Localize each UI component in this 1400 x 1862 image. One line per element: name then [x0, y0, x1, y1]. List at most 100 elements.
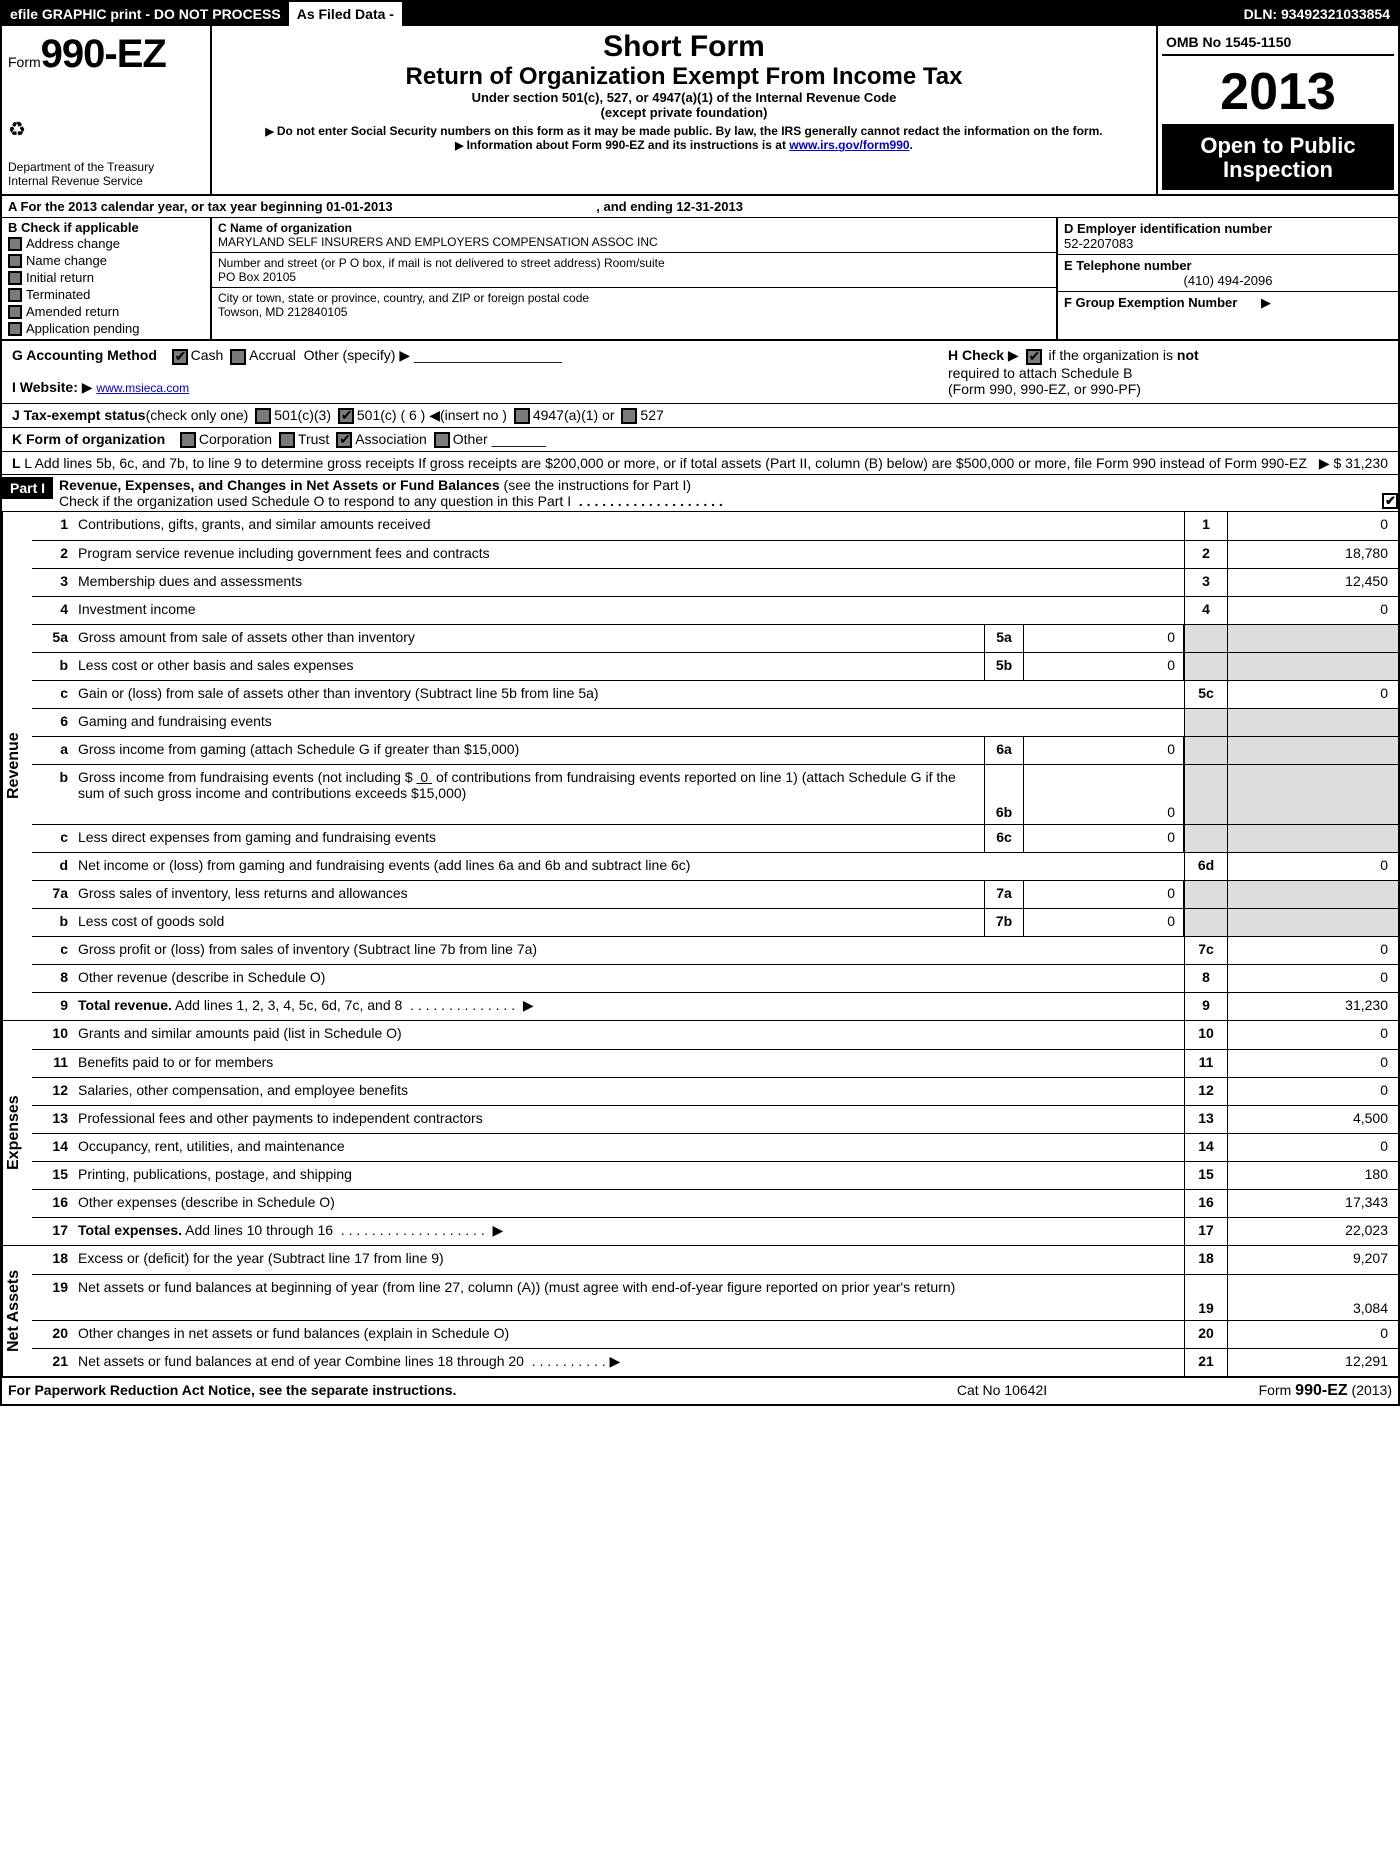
lbl-terminated: Terminated: [26, 287, 90, 302]
lbl-name-change: Name change: [26, 253, 107, 268]
c-label: C Name of organization: [218, 221, 1050, 235]
street-value: PO Box 20105: [218, 270, 1050, 284]
chk-501c[interactable]: [338, 408, 354, 424]
lbl-501c: 501(c) ( 6 ): [357, 407, 425, 423]
chk-terminated[interactable]: [8, 288, 22, 302]
header-left: Form990-EZ ♻ Department of the Treasury …: [2, 26, 212, 194]
return-title: Return of Organization Exempt From Incom…: [222, 64, 1146, 90]
chk-name-change[interactable]: [8, 254, 22, 268]
line-l: L L Add lines 5b, 6c, and 7b, to line 9 …: [2, 452, 1398, 474]
form-page: efile GRAPHIC print - DO NOT PROCESS As …: [0, 0, 1400, 1406]
chk-application-pending[interactable]: [8, 322, 22, 336]
phone-value: (410) 494-2096: [1064, 273, 1392, 288]
line-g-h: G Accounting Method Cash Accrual Other (…: [2, 341, 1398, 403]
tax-year: 2013: [1162, 56, 1394, 126]
i-label: I Website:: [12, 379, 78, 395]
lbl-assoc: Association: [355, 431, 427, 447]
chk-h[interactable]: [1026, 349, 1042, 365]
chk-accrual[interactable]: [230, 349, 246, 365]
city-label: City or town, state or province, country…: [218, 291, 1050, 305]
line-g: G Accounting Method Cash Accrual Other (…: [2, 341, 938, 402]
lbl-initial-return: Initial return: [26, 270, 94, 285]
j-label: J Tax-exempt status: [12, 407, 146, 423]
section-a-text: A For the 2013 calendar year, or tax yea…: [8, 199, 393, 214]
lbl-kother: Other: [453, 431, 488, 447]
chk-address-change[interactable]: [8, 237, 22, 251]
as-filed-label: As Filed Data -: [289, 2, 410, 26]
lbl-amended: Amended return: [26, 304, 119, 319]
line-k: K Form of organization Corporation Trust…: [2, 428, 1398, 452]
entity-mid: C Name of organization MARYLAND SELF INS…: [212, 218, 1058, 339]
short-form-title: Short Form: [222, 30, 1146, 64]
lbl-corp: Corporation: [199, 431, 272, 447]
top-bar: efile GRAPHIC print - DO NOT PROCESS As …: [2, 2, 1398, 26]
chk-527[interactable]: [621, 408, 637, 424]
chk-trust[interactable]: [279, 432, 295, 448]
entity-block: B Check if applicable Address change Nam…: [2, 218, 1398, 341]
h-suffix: if the organization is: [1048, 347, 1173, 363]
lbl-accrual: Accrual: [249, 347, 296, 363]
chk-4947[interactable]: [514, 408, 530, 424]
part1-label: Part I: [2, 477, 53, 499]
chk-cash[interactable]: [172, 349, 188, 365]
lbl-501c3: 501(c)(3): [274, 407, 331, 423]
ein-value: 52-2207083: [1064, 236, 1392, 251]
f-label: F Group Exemption Number: [1064, 295, 1237, 310]
irs-link[interactable]: www.irs.gov/form990: [789, 138, 909, 152]
lbl-527: 527: [640, 407, 663, 423]
h-forms: (Form 990, 990-EZ, or 990-PF): [948, 381, 1141, 397]
chk-other[interactable]: [434, 432, 450, 448]
subtitle1: Under section 501(c), 527, or 4947(a)(1)…: [222, 90, 1146, 105]
lbl-application-pending: Application pending: [26, 321, 139, 336]
form-ref: Form 990-EZ (2013): [1152, 1382, 1392, 1400]
chk-assoc[interactable]: [336, 432, 352, 448]
lbl-cash: Cash: [191, 347, 224, 363]
part1-hint: (see the instructions for Part I): [504, 477, 692, 493]
b-title: B Check if applicable: [8, 220, 204, 235]
form-number: 990-EZ: [41, 32, 166, 76]
chk-amended[interactable]: [8, 305, 22, 319]
subtitle2: (except private foundation): [222, 105, 1146, 120]
h-text: H Check: [948, 347, 1004, 363]
g-label: G Accounting Method: [12, 347, 157, 363]
website-link[interactable]: www.msieca.com: [96, 381, 189, 395]
expenses-section: Expenses 10Grants and similar amounts pa…: [2, 1020, 1398, 1245]
footer: For Paperwork Reduction Act Notice, see …: [2, 1376, 1398, 1404]
chk-initial-return[interactable]: [8, 271, 22, 285]
k-label: K Form of organization: [12, 431, 165, 447]
efile-label: efile GRAPHIC print - DO NOT PROCESS: [2, 2, 289, 26]
irs-label: Internal Revenue Service: [8, 174, 204, 188]
street-label: Number and street (or P O box, if mail i…: [218, 256, 1050, 270]
l-text: L Add lines 5b, 6c, and 7b, to line 9 to…: [24, 455, 1307, 471]
entity-right: D Employer identification number 52-2207…: [1058, 218, 1398, 339]
header-right: OMB No 1545-1150 2013 Open to Public Ins…: [1158, 26, 1398, 194]
e-label: E Telephone number: [1064, 258, 1392, 273]
arrow-icon: [265, 124, 276, 138]
info-note-prefix: Information about Form 990-EZ and its in…: [467, 138, 790, 152]
lbl-address-change: Address change: [26, 236, 120, 251]
h-not: not: [1177, 347, 1199, 363]
dln-label: DLN: 93492321033854: [1236, 2, 1398, 26]
omb-number: OMB No 1545-1150: [1162, 30, 1394, 56]
l-amount: $ 31,230: [1334, 455, 1389, 471]
lbl-insert: (insert no ): [440, 407, 507, 423]
lbl-other: Other (specify): [304, 347, 396, 363]
j-hint: (check only one): [146, 407, 249, 423]
line-j: J Tax-exempt status(check only one) 501(…: [2, 404, 1398, 428]
expenses-tab: Expenses: [2, 1021, 32, 1245]
part1-check-note: Check if the organization used Schedule …: [59, 493, 571, 509]
lbl-trust: Trust: [298, 431, 329, 447]
org-name: MARYLAND SELF INSURERS AND EMPLOYERS COM…: [218, 235, 1050, 249]
paperwork-notice: For Paperwork Reduction Act Notice, see …: [8, 1382, 852, 1400]
chk-schedule-o[interactable]: [1382, 493, 1398, 509]
header: Form990-EZ ♻ Department of the Treasury …: [2, 26, 1398, 196]
chk-501c3[interactable]: [255, 408, 271, 424]
section-a: A For the 2013 calendar year, or tax yea…: [2, 196, 1398, 218]
header-mid: Short Form Return of Organization Exempt…: [212, 26, 1158, 194]
netassets-section: Net Assets 18Excess or (deficit) for the…: [2, 1245, 1398, 1376]
ssn-note: Do not enter Social Security numbers on …: [277, 124, 1103, 138]
f-arrow: ▶: [1261, 295, 1271, 310]
city-value: Towson, MD 212840105: [218, 305, 1050, 319]
chk-corp[interactable]: [180, 432, 196, 448]
revenue-section: Revenue 1Contributions, gifts, grants, a…: [2, 512, 1398, 1020]
